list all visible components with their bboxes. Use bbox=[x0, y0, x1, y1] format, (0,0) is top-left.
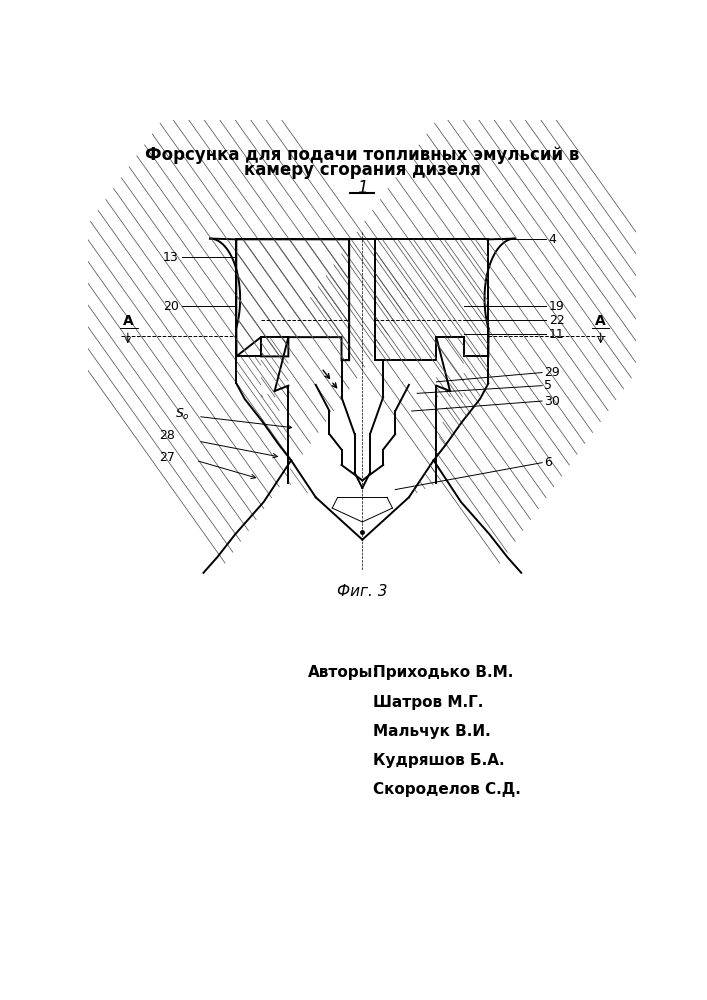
Text: 27: 27 bbox=[159, 451, 175, 464]
Text: Форсунка для подачи топливных эмульсий в: Форсунка для подачи топливных эмульсий в bbox=[145, 146, 580, 164]
Text: 6: 6 bbox=[544, 456, 552, 469]
Text: Шатров М.Г.: Шатров М.Г. bbox=[373, 695, 484, 710]
Text: 28: 28 bbox=[159, 429, 175, 442]
Text: $S_o$: $S_o$ bbox=[175, 407, 190, 422]
Text: 30: 30 bbox=[544, 395, 560, 408]
Text: Мальчук В.И.: Мальчук В.И. bbox=[373, 724, 491, 739]
Text: Авторы:: Авторы: bbox=[308, 665, 379, 680]
Text: 20: 20 bbox=[163, 300, 179, 313]
Text: Скороделов С.Д.: Скороделов С.Д. bbox=[373, 782, 521, 797]
Text: камеру сгорания дизеля: камеру сгорания дизеля bbox=[244, 161, 481, 179]
Text: Кудряшов Б.А.: Кудряшов Б.А. bbox=[373, 753, 505, 768]
Text: Приходько В.М.: Приходько В.М. bbox=[373, 665, 514, 680]
Text: 11: 11 bbox=[549, 328, 564, 341]
Text: 1: 1 bbox=[357, 179, 368, 197]
Text: 29: 29 bbox=[544, 366, 560, 379]
Text: 4: 4 bbox=[549, 233, 556, 246]
Text: A: A bbox=[595, 314, 606, 328]
Text: A: A bbox=[122, 314, 133, 328]
Text: Фиг. 3: Фиг. 3 bbox=[337, 584, 387, 599]
Text: 5: 5 bbox=[544, 379, 552, 392]
Text: 22: 22 bbox=[549, 314, 564, 327]
Text: 13: 13 bbox=[163, 251, 179, 264]
Text: 19: 19 bbox=[549, 300, 564, 313]
